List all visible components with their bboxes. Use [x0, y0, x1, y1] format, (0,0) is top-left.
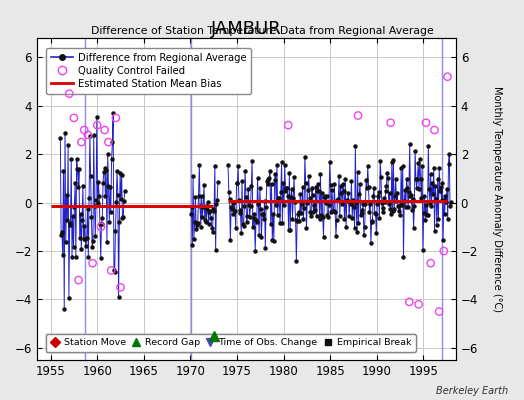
- Point: [112, 115, 120, 121]
- Point: [284, 122, 292, 128]
- Point: [101, 127, 109, 133]
- Point: [104, 139, 113, 145]
- Point: [443, 74, 452, 80]
- Point: [70, 115, 78, 121]
- Point: [430, 127, 439, 133]
- Point: [77, 139, 85, 145]
- Point: [422, 120, 430, 126]
- Legend: Station Move, Record Gap, Time of Obs. Change, Empirical Break: Station Move, Record Gap, Time of Obs. C…: [46, 334, 416, 352]
- Text: Berkeley Earth: Berkeley Earth: [436, 386, 508, 396]
- Point: [97, 224, 105, 230]
- Point: [89, 260, 97, 266]
- Point: [427, 260, 435, 266]
- Title: JAMBUR: JAMBUR: [211, 20, 282, 38]
- Text: Difference of Station Temperature Data from Regional Average: Difference of Station Temperature Data f…: [91, 26, 433, 36]
- Point: [387, 120, 395, 126]
- Point: [107, 267, 115, 274]
- Point: [80, 127, 89, 133]
- Point: [116, 284, 125, 290]
- Point: [93, 122, 102, 128]
- Point: [65, 90, 73, 97]
- Point: [74, 277, 83, 283]
- Point: [405, 299, 413, 305]
- Point: [84, 132, 92, 138]
- Point: [435, 308, 443, 315]
- Point: [440, 248, 448, 254]
- Point: [414, 301, 423, 308]
- Point: [354, 112, 362, 119]
- Y-axis label: Monthly Temperature Anomaly Difference (°C): Monthly Temperature Anomaly Difference (…: [492, 86, 502, 312]
